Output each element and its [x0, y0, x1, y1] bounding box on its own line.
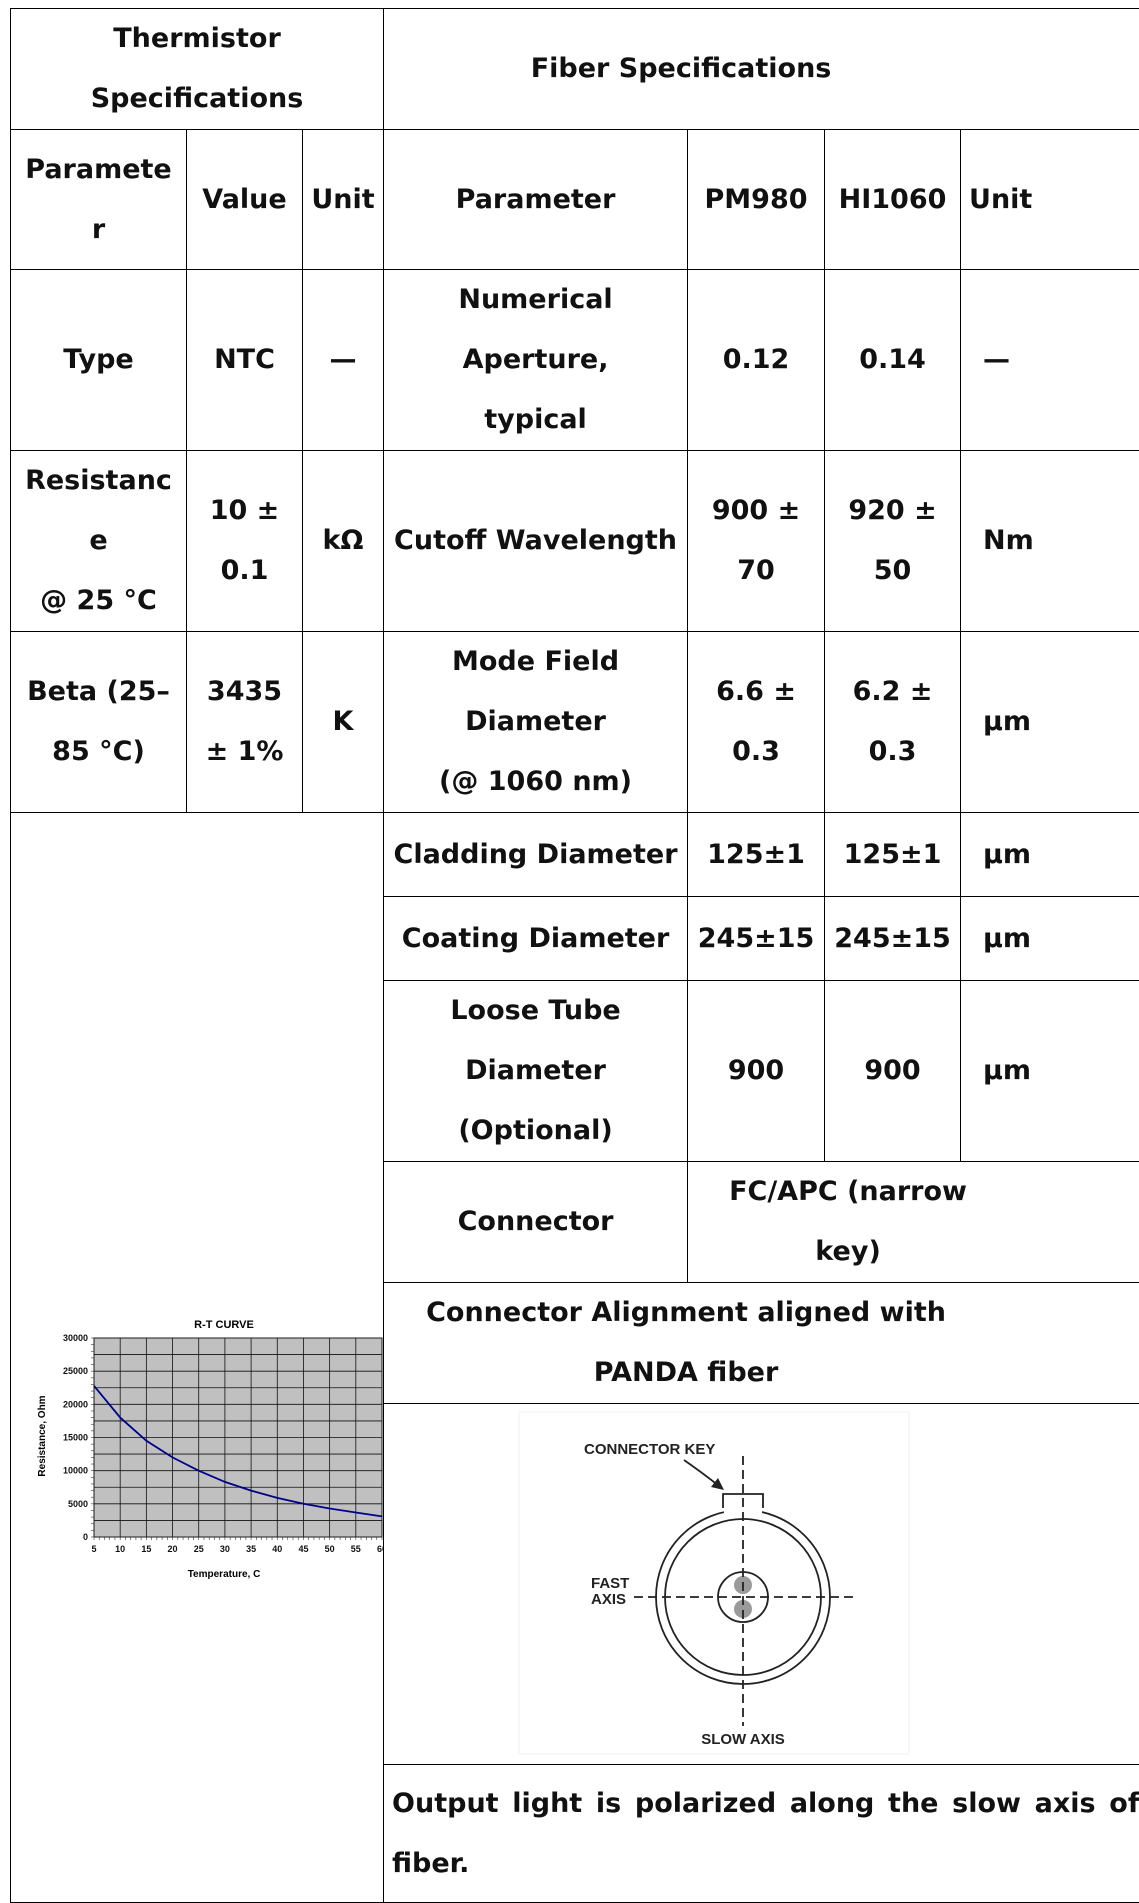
fiber-row-na-unit: — — [960, 269, 1139, 451]
fast-axis-label-line1: FAST — [591, 1575, 629, 1592]
fiber-row-mfd-pm980: 6.6 ± 0.3 — [687, 631, 826, 813]
x-tick-label-11: 60 — [377, 1544, 384, 1554]
thermistor-header-unit: Unit — [301, 129, 385, 270]
fiber-connector-value: FC/APC (narrow key) — [687, 1161, 1139, 1283]
y-tick-label-2: 10000 — [63, 1466, 88, 1476]
x-tick-label-1: 10 — [115, 1544, 125, 1554]
connector-key-arrowhead — [711, 1478, 725, 1490]
fiber-row-mfd-hi1060: 6.2 ± 0.3 — [824, 631, 962, 813]
connector-diagram: CONNECTOR KEY FAST AXIS SLOW AXIS — [518, 1411, 910, 1755]
x-tick-label-5: 30 — [220, 1544, 230, 1554]
thermistor-row-resistance-unit: kΩ — [301, 450, 385, 632]
fiber-header-unit: Unit — [960, 129, 1139, 270]
x-tick-label-6: 35 — [246, 1544, 256, 1554]
fiber-header-hi1060: HI1060 — [824, 129, 962, 270]
thermistor-header-value: Value — [186, 129, 303, 270]
fiber-row-na-pm980: 0.12 — [687, 269, 826, 451]
fiber-row-coating-unit: µm — [960, 896, 1139, 981]
thermistor-row-type-parameter: Type — [10, 269, 187, 451]
stress-rod-bottom — [734, 1600, 753, 1618]
fiber-connector-label: Connector — [383, 1161, 689, 1283]
fast-axis-label-line2: AXIS — [591, 1591, 626, 1608]
rt-curve-cell: R-T CURVE 5 10 15 20 25 30 35 40 45 50 55 60 0 5000 10… — [9, 812, 385, 1903]
y-tick-label-0: 0 — [83, 1532, 88, 1542]
x-tick-label-4: 25 — [194, 1544, 204, 1554]
x-tick-label-9: 50 — [325, 1544, 335, 1554]
plot-area: 5 10 15 20 25 30 35 40 45 50 55 60 0 5000 10000 15000 20… — [63, 1333, 384, 1554]
specifications-table: Thermistor Specifications Fiber Specific… — [9, 8, 1139, 1903]
fiber-header-parameter: Parameter — [383, 129, 689, 270]
thermistor-row-type-value: NTC — [186, 269, 303, 451]
fiber-row-cladding-parameter: Cladding Diameter — [383, 812, 689, 897]
fiber-row-na-parameter: Numerical Aperture, typical — [383, 269, 689, 451]
chart-title: R-T CURVE — [194, 1319, 254, 1331]
fiber-row-loose-tube-hi1060: 900 — [824, 980, 962, 1162]
diagram-frame — [518, 1411, 910, 1755]
thermistor-title: Thermistor Specifications — [9, 8, 385, 130]
chart-xlabel: Temperature, C — [188, 1569, 261, 1580]
fiber-row-mfd-unit: µm — [960, 631, 1139, 813]
fiber-row-loose-tube-unit: µm — [960, 980, 1139, 1162]
thermistor-row-resistance-parameter: Resistance @ 25 °C — [10, 450, 187, 632]
thermistor-row-type-unit: — — [301, 269, 385, 451]
connector-alignment: Connector Alignment aligned with PANDA f… — [383, 1282, 1139, 1404]
x-tick-label-2: 15 — [141, 1544, 151, 1554]
x-tick-label-0: 5 — [91, 1544, 96, 1554]
thermistor-row-beta-unit: K — [301, 631, 385, 813]
fiber-row-coating-parameter: Coating Diameter — [383, 896, 689, 981]
connector-notch-mask — [724, 1502, 763, 1514]
slow-axis-label: SLOW AXIS — [701, 1731, 785, 1748]
x-tick-label-3: 20 — [168, 1544, 178, 1554]
fiber-row-na-hi1060: 0.14 — [824, 269, 962, 451]
fiber-row-loose-tube-pm980: 900 — [687, 980, 826, 1162]
fiber-title: Fiber Specifications — [383, 8, 1139, 130]
x-tick-label-10: 55 — [351, 1544, 361, 1554]
rt-curve-chart: R-T CURVE 5 10 15 20 25 30 35 40 45 50 55 60 0 5000 10… — [37, 1319, 384, 1580]
thermistor-row-beta-parameter: Beta (25– 85 °C) — [10, 631, 187, 813]
x-tick-label-7: 40 — [272, 1544, 282, 1554]
thermistor-header-parameter: Parameter — [10, 129, 187, 270]
polarization-note-cell: Output light is polarized along the slow… — [383, 1764, 1139, 1903]
fiber-row-cladding-pm980: 125±1 — [687, 812, 826, 897]
y-tick-label-6: 30000 — [63, 1333, 88, 1343]
connector-key-label: CONNECTOR KEY — [584, 1441, 715, 1458]
thermistor-row-beta-value: 3435 ± 1% — [186, 631, 303, 813]
y-tick-label-4: 20000 — [63, 1399, 88, 1409]
fiber-row-mfd-parameter: Mode Field Diameter (@ 1060 nm) — [383, 631, 689, 813]
fiber-row-coating-pm980: 245±15 — [687, 896, 826, 981]
x-tick-label-8: 45 — [298, 1544, 308, 1554]
connector-diagram-cell: CONNECTOR KEY FAST AXIS SLOW AXIS — [383, 1403, 1139, 1765]
fiber-row-cladding-hi1060: 125±1 — [824, 812, 962, 897]
fiber-row-loose-tube-parameter: Loose Tube Diameter (Optional) — [383, 980, 689, 1162]
fiber-header-pm980: PM980 — [687, 129, 826, 270]
fiber-row-cutoff-hi1060: 920 ± 50 — [824, 450, 962, 632]
spec-sheet: Thermistor Specifications Fiber Specific… — [9, 8, 1139, 1903]
fiber-row-coating-hi1060: 245±15 — [824, 896, 962, 981]
polarization-note: Output light is polarized along the slow… — [392, 1787, 1139, 1879]
rt-curve-line-0 — [93, 1385, 383, 1518]
y-tick-label-5: 25000 — [63, 1366, 88, 1376]
thermistor-row-resistance-value: 10 ± 0.1 — [186, 450, 303, 632]
fiber-row-cladding-unit: µm — [960, 812, 1139, 897]
fiber-row-cutoff-unit: Nm — [960, 450, 1139, 632]
fiber-row-cutoff-parameter: Cutoff Wavelength — [383, 450, 689, 632]
y-tick-label-3: 15000 — [63, 1433, 88, 1443]
fiber-row-cutoff-pm980: 900 ± 70 — [687, 450, 826, 632]
chart-ylabel: Resistance, Ohm — [37, 1395, 48, 1476]
y-tick-label-1: 5000 — [68, 1499, 88, 1509]
